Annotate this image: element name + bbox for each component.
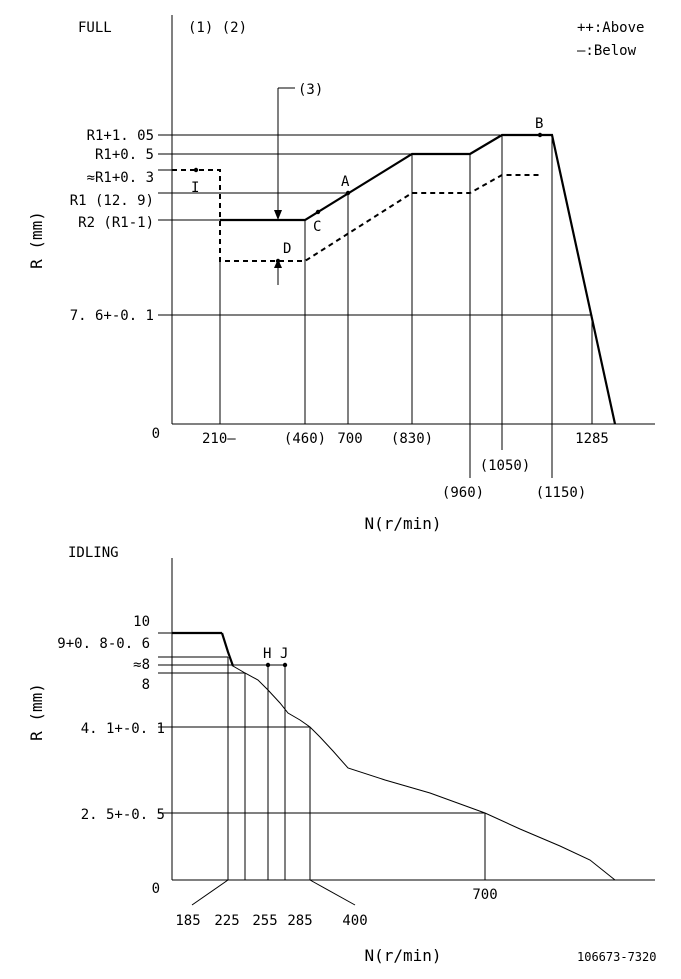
full-annotation-1-2: (1) (2) [188,20,247,36]
full-point-b-marker [537,132,543,138]
full-xlabel-830: (830) [391,431,433,447]
idling-y-axis-title: R (mm) [27,683,46,741]
full-x-axis-title: N(r/min) [364,514,441,533]
idling-curve [221,632,616,881]
full-point-a-label: A [341,174,350,190]
idling-xlabel-185: 185 [175,913,200,929]
full-xlabel-1050: (1050) [480,458,531,474]
idling-x-axis-title: N(r/min) [364,946,441,965]
full-annotation-3: (3) [298,82,323,98]
full-ylabel-zero: 0 [152,426,160,442]
full-point-b-label: B [535,116,543,132]
full-xlabel-960: (960) [442,485,484,501]
footer-code: 106673-7320 [577,950,656,964]
idling-ylabel-zero: 0 [152,881,160,897]
full-xlabel-210: 210— [202,431,236,447]
full-ylabel-76: 7. 6+-0. 1 [70,308,154,324]
idling-xlabel-285: 285 [287,913,312,929]
full-xlabel-1285: 1285 [575,431,609,447]
full-point-d-marker [275,258,281,264]
full-ylabel-r1-105: R1+1. 05 [87,128,154,144]
idling-ylabel-9: 9+0. 8-0. 6 [57,636,150,652]
full-ylabel-r1: R1 (12. 9) [70,193,154,209]
full-point-a-marker [345,190,351,196]
full-y-axis-title: R (mm) [27,211,46,269]
idling-ylabel-8a: ≈8 [133,657,150,673]
full-chart: FULL (1) (2) [27,15,655,533]
idling-xlabel-225: 225 [214,913,239,929]
idling-ylabel-41: 4. 1+-0. 1 [81,721,165,737]
idling-point-j-label: J [280,646,288,662]
idling-chart: IDLING H J 10 9+0. 8-0. 6 ≈8 [27,545,655,965]
full-ylabel-r1-05: R1+0. 5 [95,147,154,163]
full-xlabel-1150: (1150) [536,485,587,501]
idling-tick-185 [191,879,229,906]
full-xlabel-700: 700 [337,431,362,447]
idling-title: IDLING [68,545,119,561]
full-point-c-label: C [313,219,321,235]
full-ylabel-r1-03: ≈R1+0. 3 [87,170,154,186]
idling-ylabel-8: 8 [142,677,150,693]
full-arrow-3-down-head [274,210,282,220]
full-curve-lower [172,169,540,262]
idling-ylabel-25: 2. 5+-0. 5 [81,807,165,823]
idling-xlabel-255: 255 [252,913,277,929]
legend-below: —:Below [577,43,637,59]
idling-point-h-label: H [263,646,271,662]
idling-ylabel-10: 10 [133,614,150,630]
full-ylabel-r2: R2 (R1-1) [78,215,154,231]
idling-xlabel-400: 400 [342,913,367,929]
full-title: FULL [78,20,112,36]
idling-xlabel-700: 700 [472,887,497,903]
full-xlabel-460: (460) [284,431,326,447]
legend-above: ++:Above [577,20,644,36]
full-curve-upper [220,133,617,425]
full-arrow-d-up-head [274,259,282,268]
full-point-i-marker [193,167,199,173]
idling-point-h-marker [265,662,271,668]
idling-point-j-marker [282,662,288,668]
full-point-c-marker [315,209,321,215]
idling-tick-400 [309,879,356,906]
full-point-d-label: D [283,241,291,257]
full-point-i-label: I [191,180,199,196]
idling-curve-step [220,632,235,667]
